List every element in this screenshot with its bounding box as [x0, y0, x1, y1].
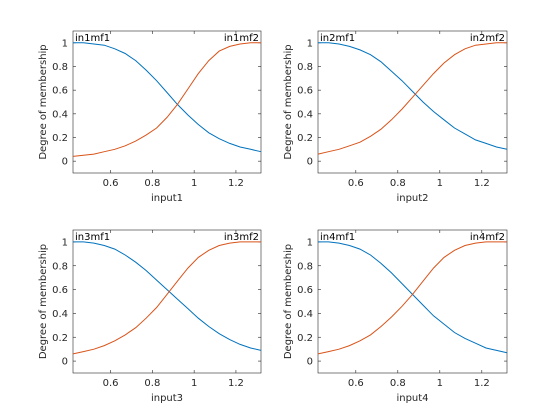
y-tick-label: 0.8	[297, 261, 313, 272]
y-tick-label: 1	[62, 237, 68, 248]
series-line-in1mf1	[73, 42, 262, 153]
x-tick-label: 1.2	[228, 178, 244, 189]
x-tick-label: 1	[437, 378, 443, 389]
x-tick-label: 1	[191, 178, 197, 189]
mf-label-in2mf2: in2mf2	[470, 33, 505, 44]
x-tick-label: 1	[191, 378, 197, 389]
subplot-1: 0.6 0.8 1 1.2 0 0.2 0.4 0.6 0.8 1 in1mf1 in1mf2 inpu…	[38, 30, 262, 204]
y-tick-label: 0	[62, 357, 68, 368]
y-tick-label: 0.6	[297, 86, 313, 97]
y-tick-label: 0.2	[297, 333, 313, 344]
x-tick-label: 0.8	[144, 378, 160, 389]
x-tick-label: 0.6	[348, 178, 364, 189]
y-tick-label: 0.6	[52, 285, 68, 296]
y-tick-label: 0.4	[297, 109, 313, 120]
x-tick-label: 0.6	[103, 178, 119, 189]
series-line-in4mf2	[317, 241, 507, 355]
mf-label-in1mf1: in1mf1	[75, 33, 110, 44]
x-tick-label: 1.2	[228, 378, 244, 389]
axes-box	[72, 30, 262, 174]
mf-label-in4mf1: in4mf1	[320, 232, 355, 243]
series-line-in2mf2	[317, 42, 507, 155]
y-tick-label: 1	[307, 38, 313, 49]
subplot-2: 0.6 0.8 1 1.2 0 0.2 0.4 0.6 0.8 1 in2mf1 in2mf2 inpu…	[283, 30, 508, 204]
axes-box	[317, 30, 508, 174]
series-line-in2mf1	[318, 42, 508, 150]
x-tick-label: 1.2	[474, 378, 490, 389]
y-tick-label: 0	[307, 357, 313, 368]
mf-label-in4mf2: in4mf2	[470, 232, 505, 243]
y-tick-label: 0	[62, 157, 68, 168]
y-tick-label: 0.2	[52, 133, 68, 144]
y-tick-label: 0.8	[52, 261, 68, 272]
y-tick-label: 0	[307, 157, 313, 168]
mf-label-in2mf1: in2mf1	[320, 33, 355, 44]
y-axis-label: Degree of membership	[38, 44, 49, 159]
series-line-in3mf2	[72, 241, 261, 355]
x-tick-label: 0.8	[390, 178, 406, 189]
x-tick-label: 1.2	[474, 178, 490, 189]
mf-label-in3mf1: in3mf1	[75, 232, 110, 243]
x-tick-label: 0.6	[348, 378, 364, 389]
y-axis-label: Degree of membership	[283, 44, 294, 159]
y-tick-label: 0.8	[297, 62, 313, 73]
y-tick-label: 0.6	[52, 86, 68, 97]
axes-box	[317, 229, 508, 374]
x-axis-label: input2	[396, 193, 428, 204]
y-axis-label: Degree of membership	[283, 244, 294, 359]
axes-box	[72, 229, 262, 374]
x-axis-label: input1	[151, 193, 183, 204]
mf-label-in3mf2: in3mf2	[224, 232, 259, 243]
x-tick-label: 0.8	[144, 178, 160, 189]
y-tick-label: 0.6	[297, 285, 313, 296]
y-tick-label: 0.2	[52, 333, 68, 344]
y-tick-label: 1	[307, 237, 313, 248]
series-line-in3mf1	[73, 241, 262, 351]
series-line-in1mf2	[72, 42, 261, 157]
x-tick-label: 1	[437, 178, 443, 189]
x-tick-label: 0.8	[390, 378, 406, 389]
y-tick-label: 0.4	[52, 109, 68, 120]
y-axis-label: Degree of membership	[38, 244, 49, 359]
subplot-4: 0.6 0.8 1 1.2 0 0.2 0.4 0.6 0.8 1 in4mf1 in4mf2 inpu…	[283, 229, 508, 404]
x-tick-label: 0.6	[103, 378, 119, 389]
y-tick-label: 0.4	[52, 309, 68, 320]
y-tick-label: 0.4	[297, 309, 313, 320]
subplot-3: 0.6 0.8 1 1.2 0 0.2 0.4 0.6 0.8 1 in3mf1 in3mf2 inpu…	[38, 229, 262, 404]
x-axis-label: input4	[396, 393, 428, 404]
mf-label-in1mf2: in1mf2	[224, 33, 259, 44]
y-tick-label: 0.8	[52, 62, 68, 73]
y-tick-label: 0.2	[297, 133, 313, 144]
y-tick-label: 1	[62, 38, 68, 49]
x-axis-label: input3	[151, 393, 183, 404]
